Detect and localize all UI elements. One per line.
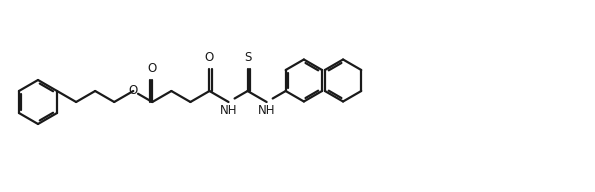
Text: NH: NH	[220, 104, 237, 117]
Text: NH: NH	[258, 104, 275, 117]
Text: S: S	[244, 51, 251, 64]
Text: O: O	[129, 84, 138, 98]
Text: O: O	[148, 62, 157, 75]
Text: O: O	[205, 51, 214, 64]
